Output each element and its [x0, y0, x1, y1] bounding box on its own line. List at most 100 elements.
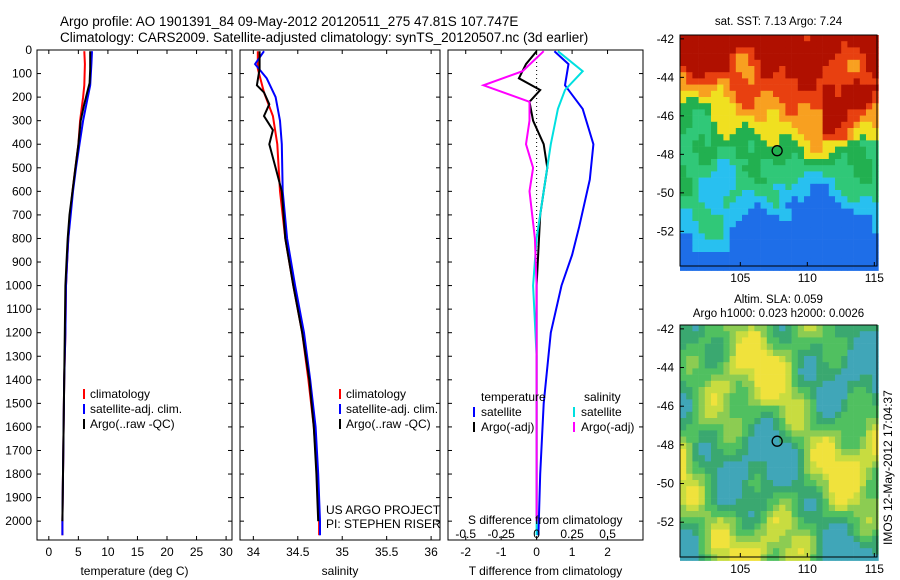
heatmap-cell — [711, 498, 718, 506]
heatmap-cell — [828, 399, 836, 406]
heatmap-cell — [717, 442, 724, 450]
heatmap-cell — [766, 53, 774, 61]
heatmap-cell — [773, 239, 780, 247]
heatmap-cell — [810, 152, 817, 160]
heatmap-cell — [773, 233, 780, 240]
heatmap-cell — [859, 325, 867, 332]
heatmap-cell — [810, 196, 817, 203]
heatmap-cell — [704, 349, 712, 357]
heatmap-cell — [698, 202, 706, 209]
heatmap-cell — [729, 78, 737, 85]
heatmap-cell — [872, 325, 879, 332]
heatmap-cell — [723, 418, 730, 425]
heatmap-cell — [729, 387, 737, 394]
heatmap-cell — [766, 331, 774, 338]
heatmap-cell — [729, 411, 737, 419]
heatmap-cell — [711, 84, 718, 92]
heatmap-cell — [866, 411, 873, 419]
heatmap-cell — [698, 349, 706, 357]
heatmap-cell — [760, 221, 768, 228]
heatmap-cell — [847, 183, 854, 191]
heatmap-cell — [742, 349, 749, 357]
heatmap-cell — [810, 343, 817, 351]
heatmap-cell — [866, 542, 873, 549]
heatmap-cell — [711, 523, 718, 530]
heatmap-cell — [810, 264, 817, 271]
heatmap-cell — [748, 128, 755, 135]
heatmap-cell — [760, 461, 768, 468]
heatmap-cell — [680, 171, 687, 178]
heatmap-cell — [810, 387, 817, 394]
heatmap-cell — [872, 554, 879, 561]
heatmap-cell — [853, 233, 861, 240]
y-tick-label: 1500 — [5, 396, 32, 410]
heatmap-cell — [866, 90, 873, 98]
heatmap-cell — [859, 128, 867, 135]
heatmap-cell — [791, 473, 799, 481]
heatmap-cell — [797, 97, 805, 104]
heatmap-cell — [748, 424, 755, 431]
heatmap-cell — [828, 202, 836, 209]
heatmap-cell — [866, 103, 873, 110]
heatmap-cell — [828, 331, 836, 338]
heatmap-cell — [735, 343, 743, 351]
heatmap-cell — [841, 442, 848, 450]
heatmap-cell — [841, 535, 848, 543]
heatmap-cell — [816, 134, 823, 141]
heatmap-cell — [816, 473, 823, 481]
heatmap-cell — [748, 368, 755, 375]
heatmap-cell — [773, 252, 780, 259]
heatmap-cell — [760, 140, 768, 147]
heatmap-cell — [828, 258, 836, 265]
heatmap-cell — [797, 115, 805, 123]
heatmap-cell — [717, 252, 724, 259]
heatmap-cell — [804, 84, 811, 92]
heatmap-cell — [773, 53, 780, 61]
heatmap-cell — [841, 542, 848, 549]
heatmap-cell — [773, 498, 780, 506]
heatmap-cell — [859, 492, 867, 499]
heatmap-cell — [773, 35, 780, 42]
heatmap-cell — [822, 152, 830, 160]
heatmap-cell — [847, 442, 854, 450]
heatmap-cell — [723, 325, 730, 332]
heatmap-cell — [835, 498, 842, 506]
heatmap-cell — [785, 368, 792, 375]
heatmap-cell — [717, 504, 724, 512]
heatmap-cell — [791, 258, 799, 265]
heatmap-cell — [686, 337, 693, 344]
heatmap-cell — [810, 252, 817, 259]
heatmap-cell — [760, 325, 768, 332]
heatmap-cell — [704, 424, 712, 431]
heatmap-cell — [853, 190, 861, 197]
heatmap-cell — [810, 227, 817, 234]
heatmap-cell — [754, 165, 761, 172]
heatmap-cell — [816, 35, 823, 42]
heatmap-cell — [773, 165, 780, 172]
heatmap-cell — [748, 221, 755, 228]
heatmap-cell — [711, 258, 718, 265]
heatmap-cell — [686, 103, 693, 110]
heatmap-cell — [760, 343, 768, 351]
heatmap-cell — [791, 486, 799, 493]
heatmap-cell — [841, 424, 848, 431]
heatmap-cell — [680, 264, 687, 271]
heatmap-cell — [680, 362, 687, 369]
heatmap-cell — [704, 356, 712, 363]
heatmap-cell — [692, 418, 699, 425]
heatmap-cell — [729, 227, 737, 234]
heatmap-cell — [853, 449, 861, 456]
heatmap-cell — [841, 337, 848, 344]
heatmap-cell — [773, 548, 780, 555]
heatmap-cell — [785, 430, 792, 437]
salinity-panel: 34 34.5 35 35.5 36salinityclimatologysatelli… — [239, 49, 441, 578]
heatmap-cell — [841, 455, 848, 462]
heatmap-cell — [797, 461, 805, 468]
heatmap-cell — [717, 171, 724, 178]
heatmap-cell — [692, 78, 699, 85]
heatmap-cell — [686, 84, 693, 92]
heatmap-cell — [686, 140, 693, 147]
heatmap-cell — [692, 35, 699, 42]
heatmap-cell — [872, 387, 879, 394]
heatmap-cell — [723, 190, 730, 197]
